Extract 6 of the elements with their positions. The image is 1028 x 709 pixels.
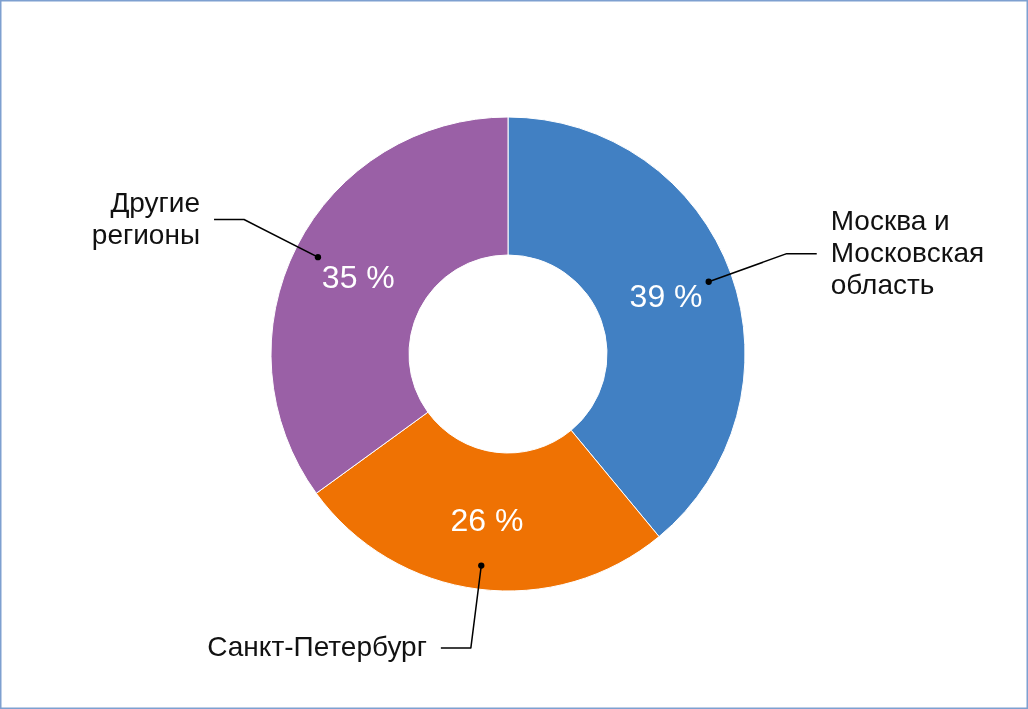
data-label: 35 % [321,258,395,295]
slice-label: Санкт-Петербург [207,630,427,662]
data-label: 39 % [629,278,703,315]
data-label: 26 % [450,501,524,538]
slice-label: Другие регионы [91,186,201,250]
slice-label: Москва и Московская область [830,204,985,300]
